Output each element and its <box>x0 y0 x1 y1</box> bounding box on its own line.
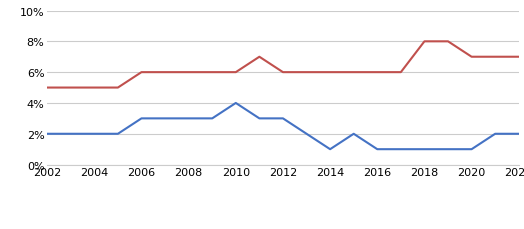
Mary Rowlandson Elementary School <box>398 148 404 151</box>
Mary Rowlandson Elementary School <box>468 148 475 151</box>
(MA) State Average <box>327 71 333 74</box>
(MA) State Average <box>162 71 168 74</box>
(MA) State Average <box>44 87 50 90</box>
(MA) State Average <box>138 71 145 74</box>
(MA) State Average <box>68 87 74 90</box>
(MA) State Average <box>398 71 404 74</box>
Mary Rowlandson Elementary School <box>115 133 121 136</box>
Mary Rowlandson Elementary School <box>256 117 263 120</box>
(MA) State Average <box>303 71 310 74</box>
Mary Rowlandson Elementary School <box>492 133 498 136</box>
Mary Rowlandson Elementary School <box>421 148 428 151</box>
(MA) State Average <box>233 71 239 74</box>
Mary Rowlandson Elementary School <box>185 117 192 120</box>
(MA) State Average <box>374 71 380 74</box>
(MA) State Average <box>468 56 475 59</box>
Mary Rowlandson Elementary School <box>374 148 380 151</box>
(MA) State Average <box>209 71 215 74</box>
Line: (MA) State Average: (MA) State Average <box>47 42 519 88</box>
Mary Rowlandson Elementary School <box>327 148 333 151</box>
Mary Rowlandson Elementary School <box>233 102 239 105</box>
Mary Rowlandson Elementary School <box>68 133 74 136</box>
Mary Rowlandson Elementary School <box>138 117 145 120</box>
Mary Rowlandson Elementary School <box>351 133 357 136</box>
Mary Rowlandson Elementary School <box>209 117 215 120</box>
(MA) State Average <box>185 71 192 74</box>
(MA) State Average <box>280 71 286 74</box>
Mary Rowlandson Elementary School <box>162 117 168 120</box>
Mary Rowlandson Elementary School <box>303 133 310 136</box>
Mary Rowlandson Elementary School <box>280 117 286 120</box>
Mary Rowlandson Elementary School <box>516 133 522 136</box>
Line: Mary Rowlandson Elementary School: Mary Rowlandson Elementary School <box>47 104 519 150</box>
Mary Rowlandson Elementary School <box>91 133 97 136</box>
Mary Rowlandson Elementary School <box>445 148 451 151</box>
(MA) State Average <box>91 87 97 90</box>
(MA) State Average <box>445 41 451 44</box>
(MA) State Average <box>421 41 428 44</box>
Mary Rowlandson Elementary School <box>44 133 50 136</box>
(MA) State Average <box>256 56 263 59</box>
(MA) State Average <box>115 87 121 90</box>
(MA) State Average <box>492 56 498 59</box>
(MA) State Average <box>351 71 357 74</box>
(MA) State Average <box>516 56 522 59</box>
